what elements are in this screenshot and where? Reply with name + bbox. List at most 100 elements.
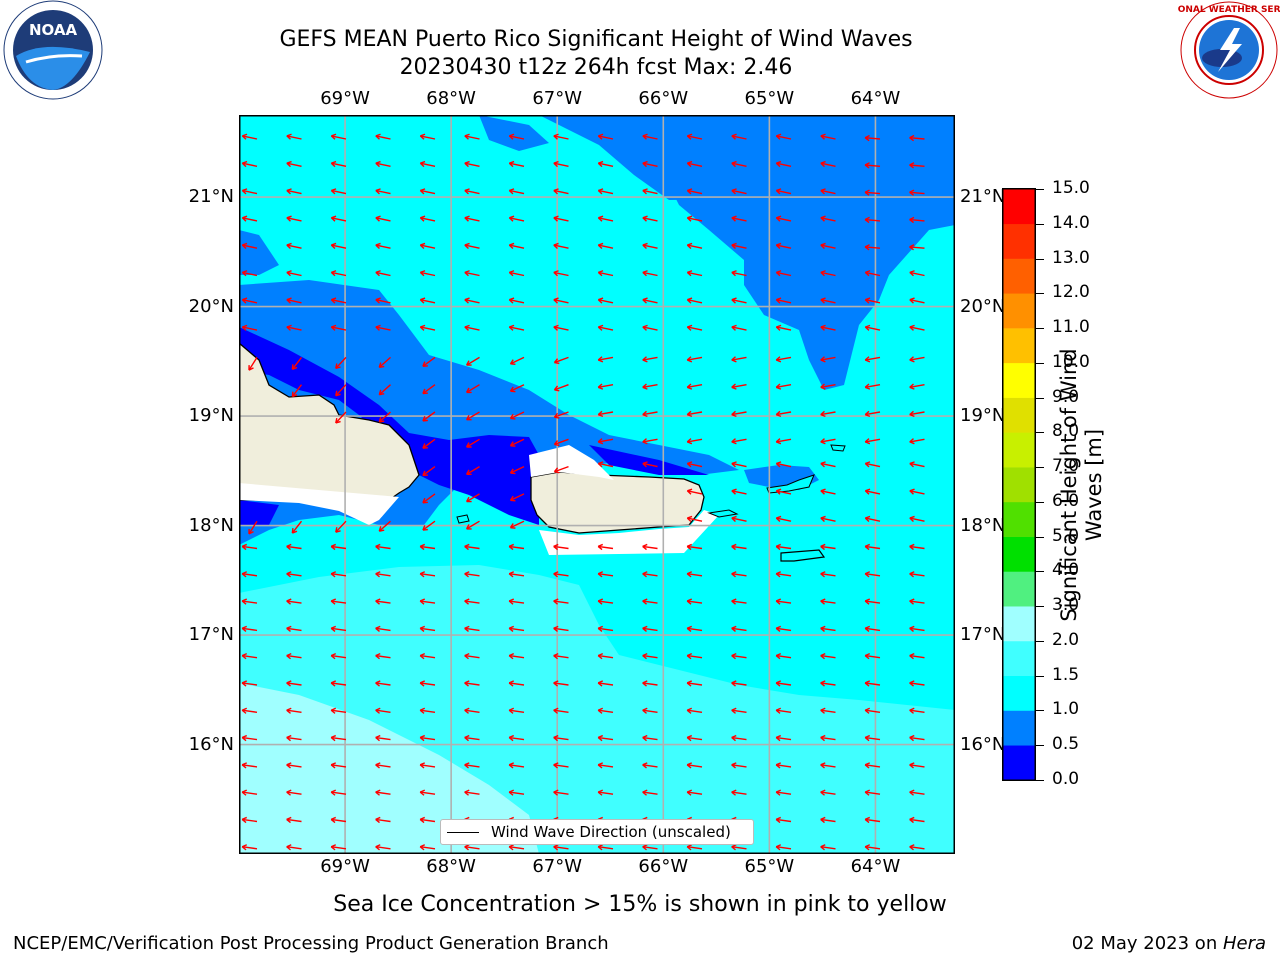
wind-wave-arrowhead-173 xyxy=(422,443,428,449)
colorbar-swatch-8 xyxy=(1003,467,1035,503)
wind-wave-arrowhead-214 xyxy=(731,515,737,523)
wind-wave-arrowhead-285 xyxy=(330,653,337,660)
wind-wave-arrow-166 xyxy=(642,411,658,416)
wind-wave-arrow-120 xyxy=(598,326,614,331)
wind-wave-arrow-200 xyxy=(687,490,703,495)
wind-wave-arrowhead-235 xyxy=(241,571,248,578)
map-title-line1: GEFS MEAN Puerto Rico Significant Height… xyxy=(279,27,913,52)
wind-wave-arrow-161 xyxy=(422,411,436,422)
wind-wave-arrowhead-267 xyxy=(241,625,248,633)
wind-wave-arrowhead-115 xyxy=(375,324,381,331)
wind-wave-arrowhead-206 xyxy=(248,528,254,535)
colorbar-tick-line-7 xyxy=(1036,536,1044,538)
wind-wave-arrow-309 xyxy=(687,682,703,686)
wind-wave-arrow-180 xyxy=(731,438,747,443)
wind-wave-arrowhead-406 xyxy=(731,844,737,851)
wind-wave-arrowhead-363 xyxy=(241,789,248,796)
wind-wave-arrow-214 xyxy=(731,517,747,522)
wind-wave-arrowhead-84 xyxy=(419,270,426,277)
wind-wave-arrow-35 xyxy=(375,189,391,195)
wind-wave-arrow-124 xyxy=(776,326,792,331)
wind-wave-arrowhead-48 xyxy=(241,215,248,222)
wind-wave-arrow-39 xyxy=(553,189,569,195)
wind-wave-arrowhead-33 xyxy=(286,188,292,195)
colorbar-tick-15: 13.0 xyxy=(1052,247,1090,268)
wind-wave-arrowhead-264 xyxy=(820,598,826,605)
wind-wave-arrowhead-112 xyxy=(241,324,248,331)
wind-wave-arrowhead-104 xyxy=(597,297,604,304)
wind-wave-arrow-211 xyxy=(466,520,480,530)
wind-wave-arrow-12 xyxy=(776,135,792,140)
lon-label-top-0: 69°W xyxy=(320,88,370,109)
wind-wave-arrow-154 xyxy=(731,384,747,388)
wind-wave-arrow-337 xyxy=(509,736,525,741)
wind-wave-arrow-251 xyxy=(242,600,258,604)
wind-wave-arrow-13 xyxy=(820,135,836,140)
wind-wave-arrowhead-66 xyxy=(330,242,337,250)
colorbar-tick-9: 7.0 xyxy=(1052,456,1080,477)
wind-wave-arrowhead-2 xyxy=(330,133,337,140)
wind-wave-arrow-18 xyxy=(331,162,347,167)
wind-wave-arrowhead-128 xyxy=(248,365,254,371)
wind-wave-arrowhead-29 xyxy=(820,160,826,168)
wind-wave-arrow-41 xyxy=(642,189,658,195)
wind-wave-arrow-141 xyxy=(820,356,836,361)
wind-wave-arrowhead-404 xyxy=(642,844,648,851)
wind-wave-arrowhead-140 xyxy=(775,356,782,363)
wind-wave-arrow-71 xyxy=(553,244,569,249)
wind-wave-arrowhead-338 xyxy=(553,734,559,742)
wind-wave-arrow-90 xyxy=(687,271,703,277)
wind-wave-arrow-318 xyxy=(375,709,391,713)
wind-wave-arrowhead-136 xyxy=(597,356,604,363)
wind-wave-arrow-315 xyxy=(242,709,258,713)
wind-wave-arrow-36 xyxy=(420,189,436,195)
wind-wave-arrowhead-307 xyxy=(597,680,604,687)
wind-wave-arrow-280 xyxy=(820,627,836,632)
wind-wave-arrow-153 xyxy=(687,384,703,388)
wind-wave-arrow-330 xyxy=(909,709,925,713)
wind-wave-arrowhead-337 xyxy=(508,734,515,742)
wind-wave-arrowhead-213 xyxy=(686,515,693,523)
wind-wave-arrow-131 xyxy=(378,356,391,368)
wind-wave-arrowhead-167 xyxy=(686,410,693,418)
wind-wave-arrowhead-360 xyxy=(820,762,826,769)
wind-wave-arrowhead-305 xyxy=(508,680,515,687)
wind-wave-arrow-231 xyxy=(776,545,792,550)
wind-wave-arrow-59 xyxy=(731,217,747,222)
anegada-island xyxy=(830,444,846,452)
wind-wave-arrowhead-55 xyxy=(553,215,559,222)
wind-wave-arrow-57 xyxy=(642,217,658,222)
wind-wave-arrowhead-355 xyxy=(597,762,604,769)
wind-wave-arrowhead-240 xyxy=(464,571,470,578)
wind-wave-arrowhead-122 xyxy=(686,324,693,331)
wind-wave-arrowhead-278 xyxy=(731,625,737,633)
wind-wave-arrow-181 xyxy=(776,438,792,443)
wind-wave-arrow-61 xyxy=(820,217,836,222)
wind-wave-arrowhead-5 xyxy=(464,133,470,140)
colorbar-swatch-13 xyxy=(1003,293,1035,329)
wind-wave-arrow-184 xyxy=(909,438,925,443)
wind-wave-arrowhead-357 xyxy=(686,762,693,769)
wind-wave-arrowhead-352 xyxy=(464,762,470,769)
wind-wave-arrow-405 xyxy=(687,846,703,850)
wind-wave-arrow-44 xyxy=(776,189,792,195)
wind-wave-arrowhead-371 xyxy=(597,789,604,796)
wind-wave-arrow-250 xyxy=(909,573,925,577)
wind-wave-arrowhead-281 xyxy=(864,625,871,633)
wind-wave-arrowhead-262 xyxy=(731,598,737,605)
wind-wave-arrowhead-258 xyxy=(553,598,559,605)
wind-wave-arrow-21 xyxy=(464,162,480,167)
wind-wave-arrowhead-254 xyxy=(375,598,381,605)
wind-wave-arrow-267 xyxy=(242,627,258,632)
wind-wave-arrowhead-408 xyxy=(820,844,826,851)
wind-wave-arrow-296 xyxy=(820,654,836,659)
wind-wave-arrow-212 xyxy=(510,520,525,529)
map-title-line2: 20230430 t12z 264h fcst Max: 2.46 xyxy=(399,55,793,80)
wind-wave-arrowhead-153 xyxy=(686,383,693,390)
wind-wave-arrowhead-187 xyxy=(509,468,516,475)
colorbar-tick-line-13 xyxy=(1036,328,1044,330)
wind-wave-arrow-380 xyxy=(286,818,302,823)
wind-wave-arrow-270 xyxy=(375,627,391,632)
wind-wave-arrowhead-142 xyxy=(864,356,871,363)
wind-wave-arrow-107 xyxy=(731,298,747,304)
